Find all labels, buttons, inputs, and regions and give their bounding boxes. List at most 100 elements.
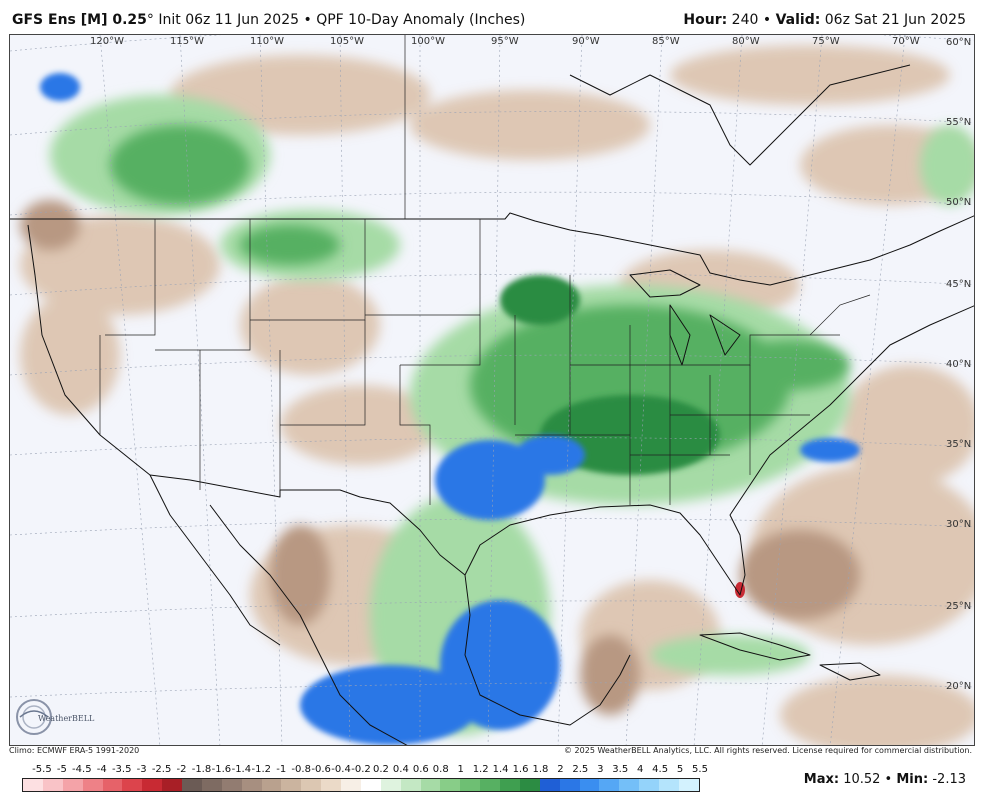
longitude-label: 105°W (330, 36, 364, 47)
scale-swatch (341, 779, 361, 791)
max-value: 10.52 • (839, 772, 897, 787)
scale-label: 5 (676, 764, 684, 775)
scale-label: 1.6 (512, 764, 529, 775)
hour-label: Hour: (683, 12, 728, 28)
wet-core (240, 225, 340, 265)
color-scale-labels: -5.5 -5 -4.5 -4 -3.5 -3 -2.5 -2 -1.8 -1.6 -1.4 -1.2… (22, 764, 708, 778)
scale-swatch (42, 779, 63, 791)
dry-area (20, 295, 120, 415)
scale-label: -1 (276, 764, 287, 775)
scale-label: -0.4 (331, 764, 351, 775)
longitude-label: 110°W (250, 36, 284, 47)
scale-label: -0.8 (291, 764, 311, 775)
political-borders (10, 64, 974, 745)
scale-label: -5.5 (32, 764, 52, 775)
latitude-label: 35°N (946, 439, 972, 450)
scale-swatch (162, 779, 182, 791)
latitude-label: 60°N (946, 37, 972, 48)
scale-swatch (221, 779, 242, 791)
scale-label: -1.6 (211, 764, 232, 775)
latitude-label: 55°N (946, 117, 972, 128)
min-label: Min: (896, 772, 929, 787)
dry-core (270, 525, 330, 625)
max-min-summary: Max: 10.52 • Min: -2.13 (804, 772, 966, 787)
copyright-notice: © 2025 WeatherBELL Analytics, LLC. All r… (564, 746, 972, 755)
dry-area (780, 675, 974, 745)
scale-label: 3.5 (612, 764, 629, 775)
very-wet-area (40, 73, 80, 101)
scale-swatch (241, 779, 262, 791)
scale-swatch (579, 779, 600, 791)
scale-label: -0.6 (311, 764, 331, 775)
wet-core (110, 125, 250, 205)
valid-time-info: Hour: 240 • Valid: 06z Sat 21 Jun 2025 (683, 12, 966, 28)
longitude-label: 95°W (491, 36, 519, 47)
scale-swatch (142, 779, 163, 791)
longitude-label: 90°W (572, 36, 600, 47)
dry-core (740, 530, 860, 620)
product-name: QPF 10-Day Anomaly (Inches) (316, 12, 526, 28)
map-canvas (10, 35, 974, 745)
scale-swatch (559, 779, 580, 791)
longitude-label: 100°W (411, 36, 445, 47)
very-wet-area (300, 665, 480, 745)
latitude-label: 20°N (946, 681, 972, 692)
wet-area (650, 635, 810, 675)
scale-label: 1 (457, 764, 464, 775)
wet-area (920, 125, 974, 205)
scale-swatch (201, 779, 222, 791)
scale-swatch (678, 779, 699, 791)
longitude-label: 115°W (170, 36, 204, 47)
latitude-label: 50°N (946, 197, 972, 208)
latitude-label: 40°N (946, 359, 972, 370)
scale-label: 2.5 (572, 764, 589, 775)
degree-symbol: ° (146, 12, 154, 28)
anomaly-map: 120°W 115°W 110°W 105°W 100°W 95°W 90°W 85°W 80°… (9, 34, 975, 746)
scale-label: -0.2 (351, 764, 371, 775)
baja-coast (149, 474, 281, 646)
dry-area (840, 365, 974, 485)
us-canada-border (10, 212, 974, 286)
scale-swatch (639, 779, 659, 791)
very-wet-areas (40, 73, 860, 745)
min-value: -2.13 (928, 772, 966, 787)
scale-label: 1.8 (532, 764, 549, 775)
scale-label: -1.4 (231, 764, 252, 775)
very-wet-area (515, 435, 585, 475)
hispaniola-outline (819, 662, 881, 681)
scale-swatch (539, 779, 560, 791)
wet-core (730, 340, 850, 390)
scale-swatch (301, 779, 322, 791)
longitude-label: 80°W (732, 36, 760, 47)
very-wet-area (800, 438, 860, 462)
longitude-label: 120°W (90, 36, 124, 47)
latitude-label: 45°N (946, 279, 972, 290)
dry-area (410, 90, 650, 160)
scale-label: 0.8 (432, 764, 449, 775)
scale-label: 4.5 (652, 764, 669, 775)
init-time: Init 06z 11 Jun 2025 (153, 12, 300, 28)
hudson-bay-coast (569, 64, 911, 166)
scale-label: 3 (597, 764, 604, 775)
scale-label: -4 (96, 764, 107, 775)
dry-core (20, 200, 80, 250)
latitude-label: 30°N (946, 519, 972, 530)
scale-label: 1.2 (472, 764, 489, 775)
model-name: GFS Ens [M] 0.25 (12, 12, 147, 28)
mexico-east-coast (464, 574, 631, 726)
longitude-label: 75°W (812, 36, 840, 47)
scale-label: -3.5 (111, 764, 132, 775)
scale-swatch (102, 779, 123, 791)
us-mexico-border (189, 479, 466, 576)
climo-note: Climo: ECMWF ERA-5 1991-2020 (9, 746, 140, 755)
title-separator: • (299, 12, 317, 28)
logo-text: WeatherBELL (38, 714, 95, 723)
scale-swatch (261, 779, 282, 791)
graticule (10, 35, 974, 745)
weatherbell-logo: WeatherBELL (16, 699, 95, 735)
scale-swatch (321, 779, 341, 791)
scale-swatch (460, 779, 481, 791)
dry-core (580, 635, 640, 715)
scale-label: 2 (557, 764, 564, 775)
dry-area (670, 45, 950, 105)
